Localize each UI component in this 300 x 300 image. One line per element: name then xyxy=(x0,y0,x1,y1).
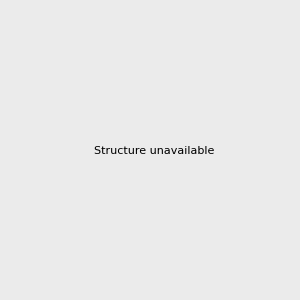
Text: Structure unavailable: Structure unavailable xyxy=(94,146,214,157)
